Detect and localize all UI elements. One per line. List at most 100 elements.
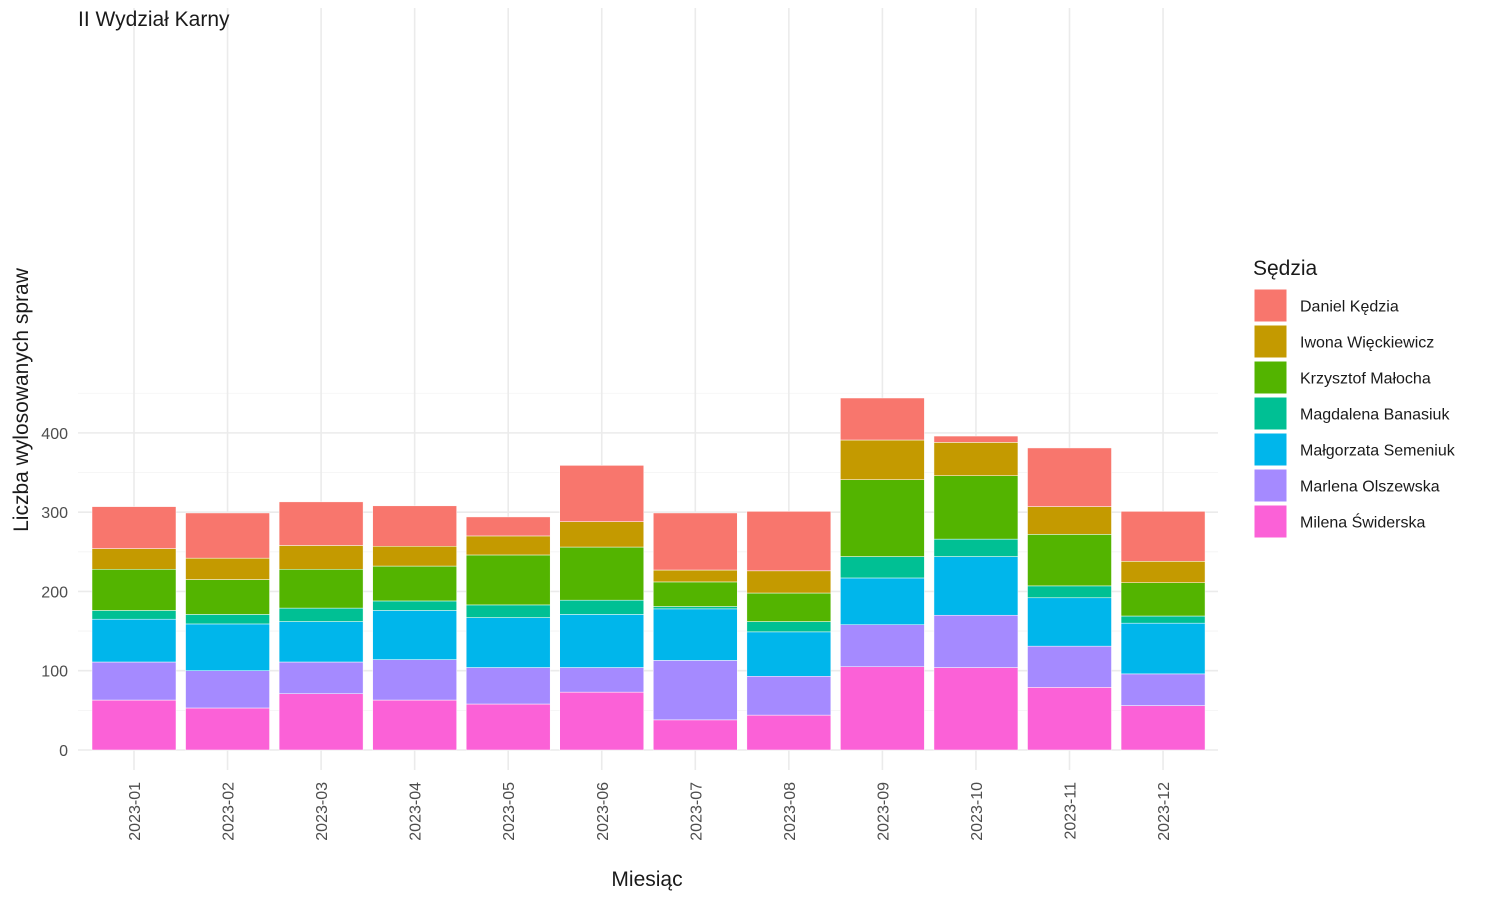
x-tick-label: 2023-06: [595, 782, 612, 841]
bar-segment: Krzysztof Małocha — 2023-11: 65: [1027, 534, 1112, 587]
bar-segment: Małgorzata Semeniuk — 2023-03: 51: [278, 621, 364, 663]
x-tick-label: 2023-05: [501, 782, 518, 841]
bar-segment: Milena Świderska — 2023-10: 104: [933, 667, 1019, 751]
bar-segment: Magdalena Banasiuk — 2023-04: 12: [372, 600, 457, 611]
bar-segment: Magdalena Banasiuk — 2023-11: 15: [1027, 585, 1112, 599]
x-axis-ticks: 2023-01 2023-02 2023-03 2023-04 2023-05 2023-…: [127, 782, 1173, 841]
bar-segment: Marlena Olszewska — 2023-07: 75: [653, 660, 738, 721]
x-tick-label: 2023-03: [314, 782, 331, 841]
bar-segment: Małgorzata Semeniuk — 2023-05: 63: [465, 617, 551, 668]
bar-segment: Krzysztof Małocha — 2023-03: 49: [278, 568, 364, 609]
bar-segment: Marlena Olszewska — 2023-12: 40: [1120, 673, 1206, 706]
legend-key: [1253, 432, 1288, 467]
legend-key: [1253, 504, 1288, 539]
legend-key: [1253, 360, 1288, 395]
bar-segment: Magdalena Banasiuk — 2023-01: 11: [91, 610, 177, 620]
legend-label: Iwona Więckiewicz: [1300, 335, 1434, 352]
legend-label: Daniel Kędzia: [1300, 299, 1399, 316]
y-axis-ticks: 0 100 200 300 400: [41, 426, 68, 760]
bar-segment: Iwona Więckiewicz — 2023-02: 27: [185, 557, 270, 580]
bar-segment: Krzysztof Małocha — 2023-04: 44: [372, 565, 457, 602]
x-tick-label: 2023-09: [875, 782, 892, 841]
x-tick-label: 2023-11: [1063, 782, 1080, 840]
bar-segment: Magdalena Banasiuk — 2023-03: 17: [278, 607, 364, 622]
y-tick-label: 100: [41, 664, 68, 681]
bar-segment: Małgorzata Semeniuk — 2023-12: 64: [1120, 622, 1206, 675]
y-tick-label: 400: [41, 426, 68, 443]
bar-segment: Milena Świderska — 2023-07: 38: [653, 719, 738, 751]
bar-segment: Krzysztof Małocha — 2023-07: 31: [653, 581, 738, 607]
bar-segment: Krzysztof Małocha — 2023-02: 44: [185, 579, 270, 615]
bar-segment: Marlena Olszewska — 2023-11: 52: [1027, 645, 1112, 688]
legend-label: Marlena Olszewska: [1300, 479, 1440, 496]
y-tick-label: 200: [41, 584, 68, 601]
legend-key: [1253, 396, 1288, 431]
legend-title: Sędzia: [1253, 257, 1318, 280]
x-tick-label: 2023-12: [1156, 782, 1173, 841]
bar-segment: Marlena Olszewska — 2023-01: 48: [91, 661, 177, 701]
bar-segment: Daniel Kędzia — 2023-11: 74: [1027, 447, 1112, 507]
bar-segment: Milena Świderska — 2023-06: 73: [559, 691, 644, 751]
bar-segment: Krzysztof Małocha — 2023-01: 52: [91, 568, 177, 611]
bar-segment: Małgorzata Semeniuk — 2023-11: 61: [1027, 597, 1112, 647]
legend-label: Krzysztof Małocha: [1300, 371, 1431, 388]
bar-segment: Iwona Więckiewicz — 2023-04: 25: [372, 546, 457, 567]
bar-segment: Magdalena Banasiuk — 2023-07: 3: [653, 606, 738, 610]
legend-key: [1253, 324, 1288, 359]
bar-segment: Daniel Kędzia — 2023-06: 71: [559, 465, 644, 522]
bar-segment: Krzysztof Małocha — 2023-06: 67: [559, 546, 644, 601]
legend-items: Daniel Kędzia Iwona Więckiewicz Krzysztof …: [1253, 288, 1456, 539]
bar-segment: Milena Świderska — 2023-01: 63: [91, 699, 177, 751]
bar-segment: Milena Świderska — 2023-12: 56: [1120, 705, 1206, 751]
bar-segment: Iwona Więckiewicz — 2023-06: 32: [559, 521, 644, 548]
bar-segment: Milena Świderska — 2023-05: 58: [465, 703, 551, 751]
legend-label: Magdalena Banasiuk: [1300, 407, 1450, 424]
bar-segment: Krzysztof Małocha — 2023-12: 42: [1120, 582, 1206, 617]
bar-segment: Daniel Kędzia — 2023-02: 57: [185, 512, 270, 559]
legend: Sędzia Daniel Kędzia Iwona Więckiewicz Krz…: [1253, 257, 1456, 539]
chart-title: II Wydział Karny: [78, 8, 230, 31]
bar-segment: Iwona Więckiewicz — 2023-08: 28: [746, 570, 832, 594]
x-tick-label: 2023-10: [969, 782, 986, 841]
bar-segment: Małgorzata Semeniuk — 2023-04: 62: [372, 610, 457, 660]
bar-segment: Iwona Więckiewicz — 2023-10: 42: [933, 442, 1019, 476]
bar-segment: Milena Świderska — 2023-03: 71: [278, 693, 364, 751]
bar-segment: Iwona Więckiewicz — 2023-03: 30: [278, 545, 364, 570]
bar-segment: Magdalena Banasiuk — 2023-09: 27: [840, 556, 925, 579]
y-tick-label: 0: [59, 743, 68, 760]
bar-segment: Iwona Więckiewicz — 2023-05: 24: [465, 535, 551, 556]
legend-key: [1253, 288, 1288, 323]
x-tick-label: 2023-07: [688, 782, 705, 841]
bar-segment: Magdalena Banasiuk — 2023-06: 18: [559, 599, 644, 615]
y-axis-title: Liczba wylosowanych spraw: [10, 267, 33, 532]
bar-segment: Daniel Kędzia — 2023-05: 24: [465, 516, 551, 537]
bar-segment: Daniel Kędzia — 2023-08: 75: [746, 511, 832, 572]
bar-segment: Marlena Olszewska — 2023-04: 51: [372, 659, 457, 701]
x-tick-label: 2023-02: [221, 782, 238, 841]
bar-segment: Iwona Więckiewicz — 2023-01: 26: [91, 548, 177, 570]
bar-segment: Marlena Olszewska — 2023-06: 31: [559, 667, 644, 693]
bar-segment: Małgorzata Semeniuk — 2023-02: 59: [185, 623, 270, 671]
bar-segment: Magdalena Banasiuk — 2023-05: 16: [465, 604, 551, 618]
bar-segment: Marlena Olszewska — 2023-09: 53: [840, 624, 925, 668]
bars: Milena Świderska — 2023-01: 63Marlena Ol…: [91, 397, 1206, 751]
bar-segment: Marlena Olszewska — 2023-10: 66: [933, 614, 1019, 668]
bar-segment: Milena Świderska — 2023-08: 44: [746, 714, 832, 751]
legend-label: Małgorzata Semeniuk: [1300, 443, 1456, 460]
bar-segment: Iwona Więckiewicz — 2023-11: 35: [1027, 506, 1112, 535]
bar-segment: Magdalena Banasiuk — 2023-08: 13: [746, 621, 832, 633]
bar-segment: Daniel Kędzia — 2023-03: 55: [278, 501, 364, 546]
bar-segment: Daniel Kędzia — 2023-09: 53: [840, 397, 925, 441]
x-tick-label: 2023-01: [127, 782, 144, 841]
bar-segment: Iwona Więckiewicz — 2023-07: 15: [653, 569, 738, 583]
bar-segment: Iwona Więckiewicz — 2023-12: 27: [1120, 561, 1206, 583]
bar-segment: Marlena Olszewska — 2023-08: 49: [746, 676, 832, 716]
legend-key: [1253, 468, 1288, 503]
legend-label: Milena Świderska: [1300, 513, 1425, 532]
bar-segment: Małgorzata Semeniuk — 2023-06: 67: [559, 614, 644, 668]
bar-segment: Milena Świderska — 2023-11: 79: [1027, 687, 1112, 751]
bar-segment: Marlena Olszewska — 2023-02: 47: [185, 670, 270, 709]
bar-segment: Marlena Olszewska — 2023-05: 46: [465, 667, 551, 705]
